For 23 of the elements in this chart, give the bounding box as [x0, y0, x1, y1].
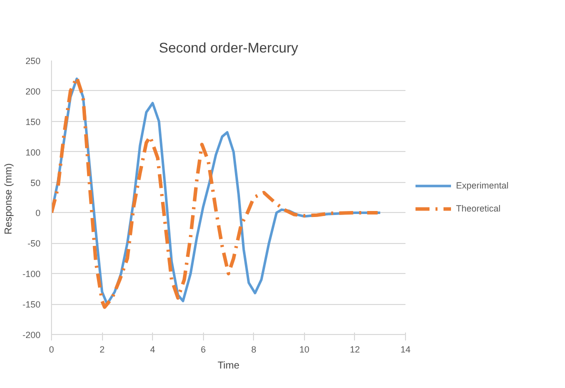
y-tick-label: 100 — [25, 147, 41, 158]
x-tick-label: 2 — [100, 344, 105, 354]
chart-title: Second order-Mercury — [158, 40, 298, 56]
x-tick-label: 12 — [350, 344, 360, 354]
y-tick-label: 150 — [25, 116, 41, 127]
legend-label: Theoretical — [456, 204, 501, 214]
x-tick-label: 8 — [251, 344, 256, 354]
x-axis-title: Time — [218, 360, 240, 372]
x-tick-label: 10 — [299, 344, 310, 354]
x-tick-label: 14 — [400, 344, 411, 354]
y-axis-title: Response (mm) — [3, 163, 14, 234]
y-tick-label: -200 — [22, 330, 40, 340]
y-tick-label: 200 — [25, 86, 41, 96]
y-tick-label: 0 — [35, 208, 41, 218]
x-tick-label: 4 — [150, 344, 156, 354]
y-tick-label: -150 — [22, 300, 40, 310]
y-tick-label: -100 — [22, 269, 40, 280]
x-tick-label: 6 — [200, 344, 206, 354]
y-tick-label: 50 — [30, 178, 41, 188]
y-tick-label: 250 — [25, 56, 41, 66]
y-tick-label: -50 — [27, 238, 41, 249]
legend-label: Experimental — [456, 180, 509, 190]
x-tick-label: 0 — [48, 344, 54, 354]
